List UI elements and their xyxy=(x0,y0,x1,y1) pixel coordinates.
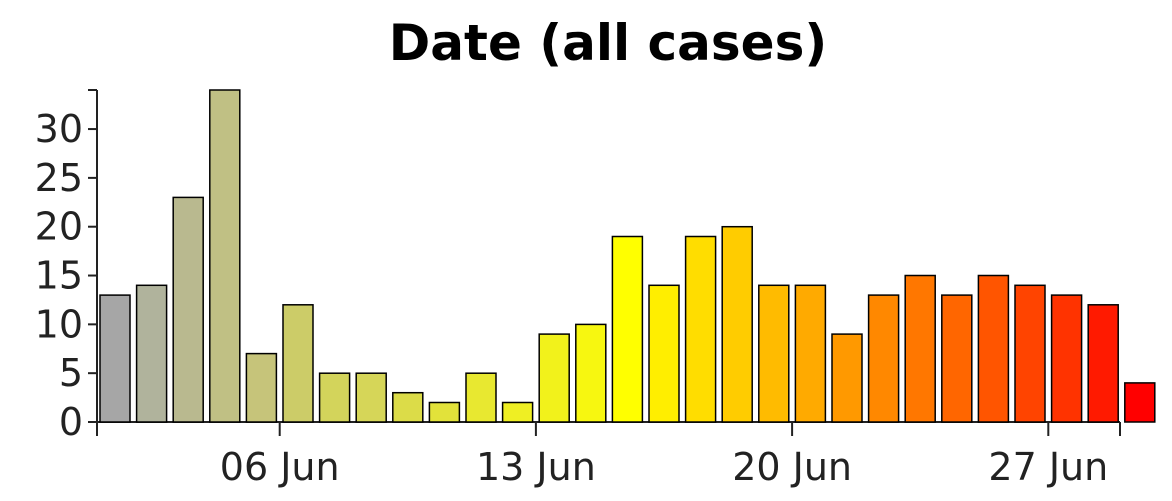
bar-2021-06-05 xyxy=(245,352,278,423)
y-tick-label: 15 xyxy=(35,254,83,298)
bar-2021-06-07 xyxy=(318,372,351,423)
bar-2021-06-12 xyxy=(501,401,534,423)
bar-2021-06-20 xyxy=(794,284,827,423)
y-tick-label: 25 xyxy=(35,156,83,200)
bar-2021-06-26 xyxy=(1014,284,1046,423)
y-tick-label: 5 xyxy=(59,351,83,395)
x-tick-label: 20 Jun xyxy=(732,445,852,489)
bar-2021-06-27 xyxy=(1050,294,1083,423)
bar-2021-06-10 xyxy=(428,401,461,423)
bar-2021-06-03 xyxy=(172,196,204,423)
bar-2021-06-29 xyxy=(1124,382,1156,423)
bar-2021-06-14 xyxy=(575,323,607,423)
x-tick-label: 27 Jun xyxy=(988,445,1108,489)
bar-2021-06-02 xyxy=(135,284,168,423)
x-axis: 06 Jun 13 Jun 20 Jun 27 Jun xyxy=(96,421,1121,489)
bars-group xyxy=(99,89,1156,423)
bar-2021-06-04 xyxy=(209,89,241,423)
bar-2021-06-15 xyxy=(611,235,644,423)
bar-2021-06-09 xyxy=(392,391,424,423)
bar-2021-06-16 xyxy=(648,284,680,423)
bar-2021-06-13 xyxy=(538,333,570,423)
bar-2021-06-22 xyxy=(867,294,900,423)
x-tick-label: 13 Jun xyxy=(476,445,596,489)
bar-2021-06-23 xyxy=(904,274,936,423)
bar-2021-06-21 xyxy=(831,333,863,423)
x-tick-label: 06 Jun xyxy=(220,445,340,489)
bar-2021-06-24 xyxy=(941,294,973,423)
bar-2021-06-18 xyxy=(721,225,753,423)
bar-2021-06-08 xyxy=(355,372,387,423)
bar-2021-06-28 xyxy=(1087,304,1119,423)
chart-title: Date (all cases) xyxy=(389,14,827,72)
y-tick-label: 20 xyxy=(35,205,83,249)
y-tick-label: 0 xyxy=(59,400,83,444)
y-tick-label: 10 xyxy=(35,302,83,346)
bar-2021-06-01 xyxy=(99,294,131,423)
bar-2021-06-25 xyxy=(977,274,1010,423)
y-tick-label: 30 xyxy=(35,107,83,151)
bar-2021-06-17 xyxy=(684,235,717,423)
bar-2021-06-19 xyxy=(758,284,790,423)
bar-2021-06-11 xyxy=(465,372,497,423)
bar-2021-06-06 xyxy=(282,304,314,423)
